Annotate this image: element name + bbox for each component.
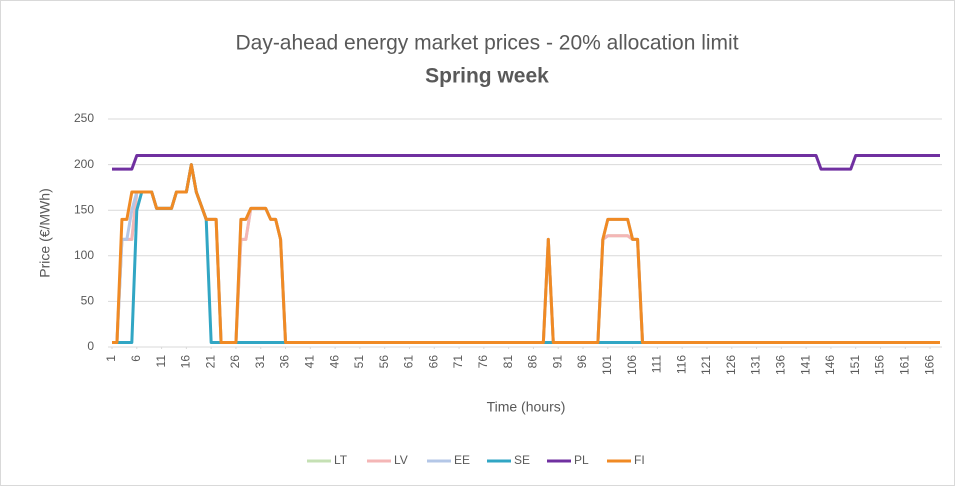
x-tick-label: 56	[377, 355, 391, 369]
chart-title: Day-ahead energy market prices - 20% all…	[235, 32, 738, 55]
y-tick-label: 150	[74, 202, 94, 216]
x-tick-label: 16	[179, 355, 193, 369]
x-tick-label: 26	[228, 355, 242, 369]
x-tick-label: 86	[526, 355, 540, 369]
x-tick-label: 21	[203, 355, 217, 369]
x-tick-label: 6	[129, 355, 143, 362]
x-tick-label: 66	[426, 355, 440, 369]
series-line	[112, 163, 940, 344]
x-axis-title: Time (hours)	[487, 399, 566, 415]
x-tick-label: 161	[897, 355, 911, 375]
x-tick-label: 131	[749, 355, 763, 375]
x-tick-label: 136	[774, 355, 788, 375]
x-tick-label: 41	[302, 355, 316, 369]
y-tick-label: 200	[74, 157, 94, 171]
x-tick-label: 76	[476, 355, 490, 369]
x-tick-label: 166	[922, 355, 936, 375]
x-tick-label: 11	[154, 355, 168, 368]
chart-subtitle: Spring week	[425, 65, 549, 88]
x-tick-label: 121	[699, 355, 713, 375]
x-tick-label: 101	[600, 355, 614, 375]
x-tick-label: 51	[352, 355, 366, 369]
y-tick-label: 50	[81, 294, 95, 308]
legend-label: LT	[334, 453, 348, 467]
x-tick-label: 141	[798, 355, 812, 375]
x-tick-label: 31	[253, 355, 267, 369]
x-tick-label: 81	[501, 355, 515, 369]
x-tick-label: 146	[823, 355, 837, 375]
legend-label: SE	[514, 453, 530, 467]
x-tick-label: 46	[327, 355, 341, 369]
y-tick-label: 250	[74, 111, 94, 125]
series-line	[112, 153, 940, 171]
legend-label: FI	[634, 453, 645, 467]
x-tick-label: 96	[575, 355, 589, 369]
x-tick-label: 106	[625, 355, 639, 375]
x-tick-label: 71	[451, 355, 465, 369]
x-tick-label: 36	[278, 355, 292, 369]
x-tick-label: 111	[650, 355, 664, 374]
x-tick-label: 126	[724, 355, 738, 375]
x-tick-label: 61	[402, 355, 416, 369]
x-tick-label: 1	[104, 355, 118, 362]
y-tick-label: 100	[74, 248, 94, 262]
legend-label: EE	[454, 453, 470, 467]
x-tick-label: 91	[550, 355, 564, 369]
x-tick-label: 156	[873, 355, 887, 375]
x-tick-label: 116	[674, 355, 688, 374]
legend-label: PL	[574, 453, 589, 467]
legend-label: LV	[394, 453, 408, 467]
y-axis-title: Price (€/MWh)	[37, 188, 53, 277]
x-tick-label: 151	[848, 355, 862, 375]
y-tick-label: 0	[87, 339, 94, 353]
